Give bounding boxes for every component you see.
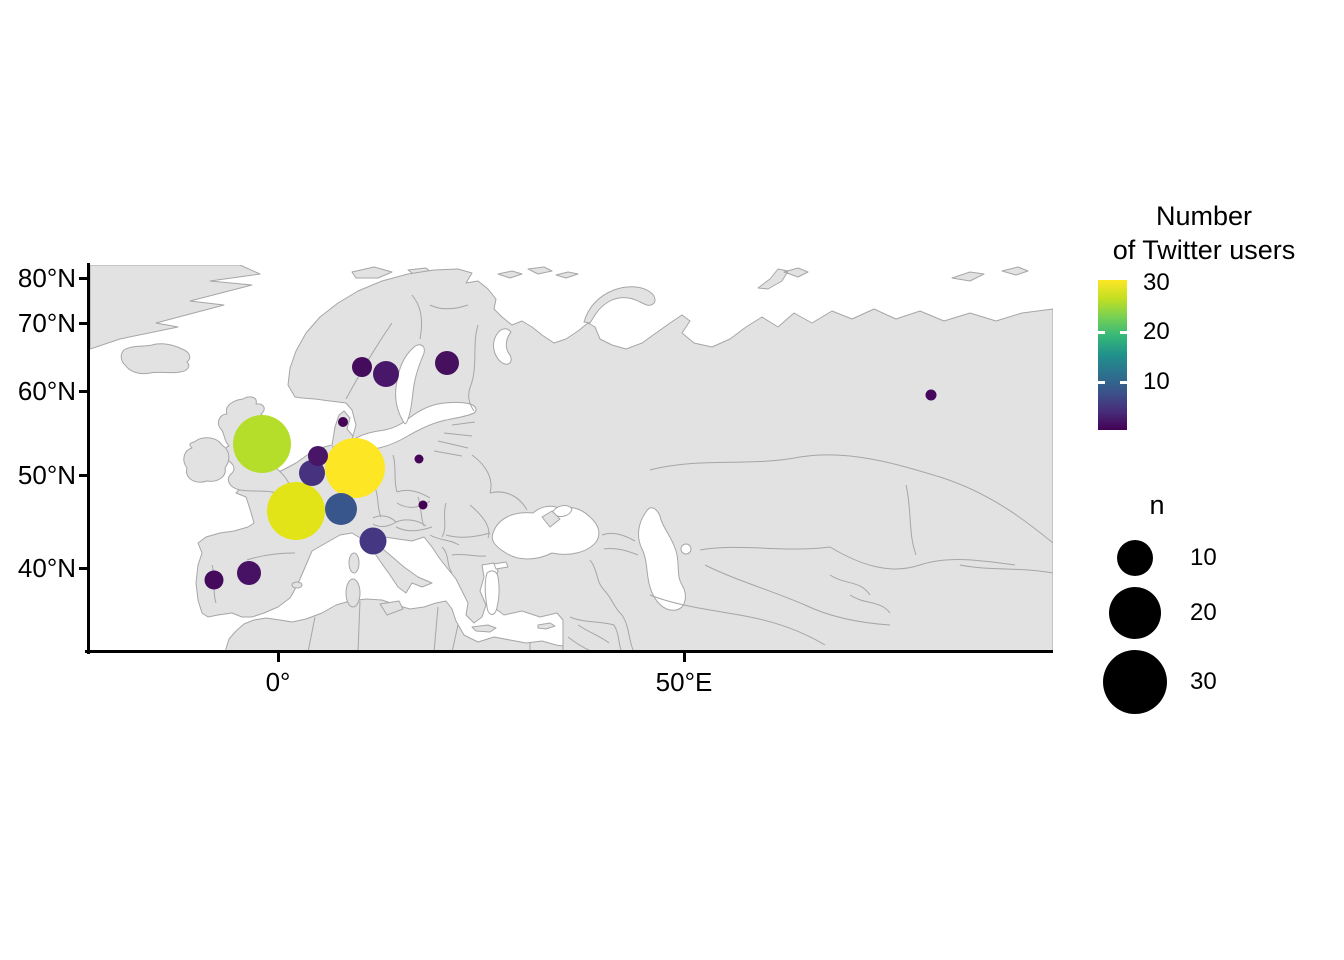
bubble-belgium bbox=[299, 460, 325, 486]
bubble-finland bbox=[435, 351, 459, 375]
bubble-italy bbox=[359, 527, 387, 555]
y-tick-label: 50°N bbox=[17, 460, 76, 490]
colorbar-tick bbox=[1098, 331, 1105, 334]
colorbar-label-10: 10 bbox=[1143, 368, 1170, 395]
size-legend-circle-10 bbox=[1117, 540, 1153, 576]
sea-caspian bbox=[638, 507, 686, 611]
bubble-poland bbox=[414, 454, 424, 464]
color-legend-title-line1: Number bbox=[1155, 201, 1253, 231]
land-ireland bbox=[183, 437, 230, 483]
x-axis-line bbox=[85, 650, 1053, 653]
land-severnaya-zemlya bbox=[757, 266, 1029, 290]
bubble-denmark bbox=[338, 417, 348, 427]
land-north-africa bbox=[224, 598, 564, 652]
size-legend-title: n bbox=[1149, 490, 1165, 520]
y-axis-line bbox=[87, 263, 90, 654]
sea-baltic bbox=[347, 402, 477, 451]
colorbar bbox=[1098, 280, 1127, 430]
land-layer bbox=[90, 265, 1053, 652]
land-novaya-zemlya bbox=[583, 286, 656, 324]
sea-marmara bbox=[493, 561, 509, 570]
y-tick-40°N bbox=[79, 567, 88, 570]
bubble-norway bbox=[352, 357, 372, 377]
sea-white-sea bbox=[493, 328, 512, 365]
sea-gulf-of-bothnia bbox=[395, 344, 425, 425]
bubble-united-kingdom bbox=[233, 415, 291, 473]
y-tick-50°N bbox=[79, 474, 88, 477]
sea-kara-bogaz bbox=[680, 543, 692, 555]
x-tick-label: 0° bbox=[265, 667, 291, 697]
sea-layer bbox=[347, 328, 692, 615]
bubble-portugal bbox=[204, 570, 224, 590]
europe-map bbox=[90, 265, 1053, 652]
y-tick-label: 80°N bbox=[17, 263, 76, 293]
size-legend-label-30: 30 bbox=[1190, 668, 1217, 695]
y-tick-label: 40°N bbox=[17, 553, 76, 583]
colorbar-label-30: 30 bbox=[1143, 269, 1170, 296]
bubble-russia bbox=[925, 389, 937, 401]
land-sicily bbox=[379, 600, 404, 616]
y-tick-label: 70°N bbox=[17, 308, 76, 338]
color-legend-title-line2: of Twitter users bbox=[1112, 235, 1296, 265]
colorbar-tick bbox=[1120, 331, 1127, 334]
colorbar-label-20: 20 bbox=[1143, 318, 1170, 345]
size-legend-label-10: 10 bbox=[1190, 544, 1217, 571]
colorbar-tick bbox=[1120, 381, 1127, 384]
sea-black-sea bbox=[491, 505, 600, 560]
size-legend-label-20: 20 bbox=[1190, 599, 1217, 626]
sea-azov bbox=[551, 505, 573, 517]
size-legend-circle-20 bbox=[1109, 587, 1161, 639]
bubble-hungary bbox=[418, 500, 428, 510]
y-tick-70°N bbox=[79, 322, 88, 325]
bubble-germany bbox=[325, 438, 385, 498]
land-cyprus bbox=[537, 622, 556, 630]
land-iceland bbox=[120, 343, 191, 375]
land-corsica bbox=[348, 552, 360, 574]
x-tick-label: 50°E bbox=[655, 667, 713, 697]
size-legend-circle-30 bbox=[1103, 650, 1167, 714]
x-tick-50°E bbox=[683, 653, 686, 662]
y-tick-80°N bbox=[79, 277, 88, 280]
x-tick-0° bbox=[277, 653, 280, 662]
land-sardinia bbox=[345, 578, 361, 608]
land-crimea bbox=[541, 510, 561, 528]
color-legend-title: Number of Twitter users bbox=[1064, 199, 1344, 267]
land-greenland bbox=[90, 265, 261, 350]
y-tick-label: 60°N bbox=[17, 376, 76, 406]
bubble-switzerland bbox=[325, 493, 357, 525]
bubble-netherlands bbox=[308, 446, 328, 466]
bubble-sweden bbox=[373, 361, 399, 387]
land-arctic-islands bbox=[497, 266, 579, 279]
land-balearics bbox=[291, 581, 303, 589]
land-crete bbox=[471, 624, 497, 633]
y-tick-60°N bbox=[79, 390, 88, 393]
colorbar-tick bbox=[1098, 381, 1105, 384]
sea-aegean bbox=[484, 570, 500, 615]
bubble-france bbox=[267, 482, 325, 540]
bubble-spain bbox=[237, 561, 261, 585]
bubbles-layer bbox=[204, 351, 937, 590]
